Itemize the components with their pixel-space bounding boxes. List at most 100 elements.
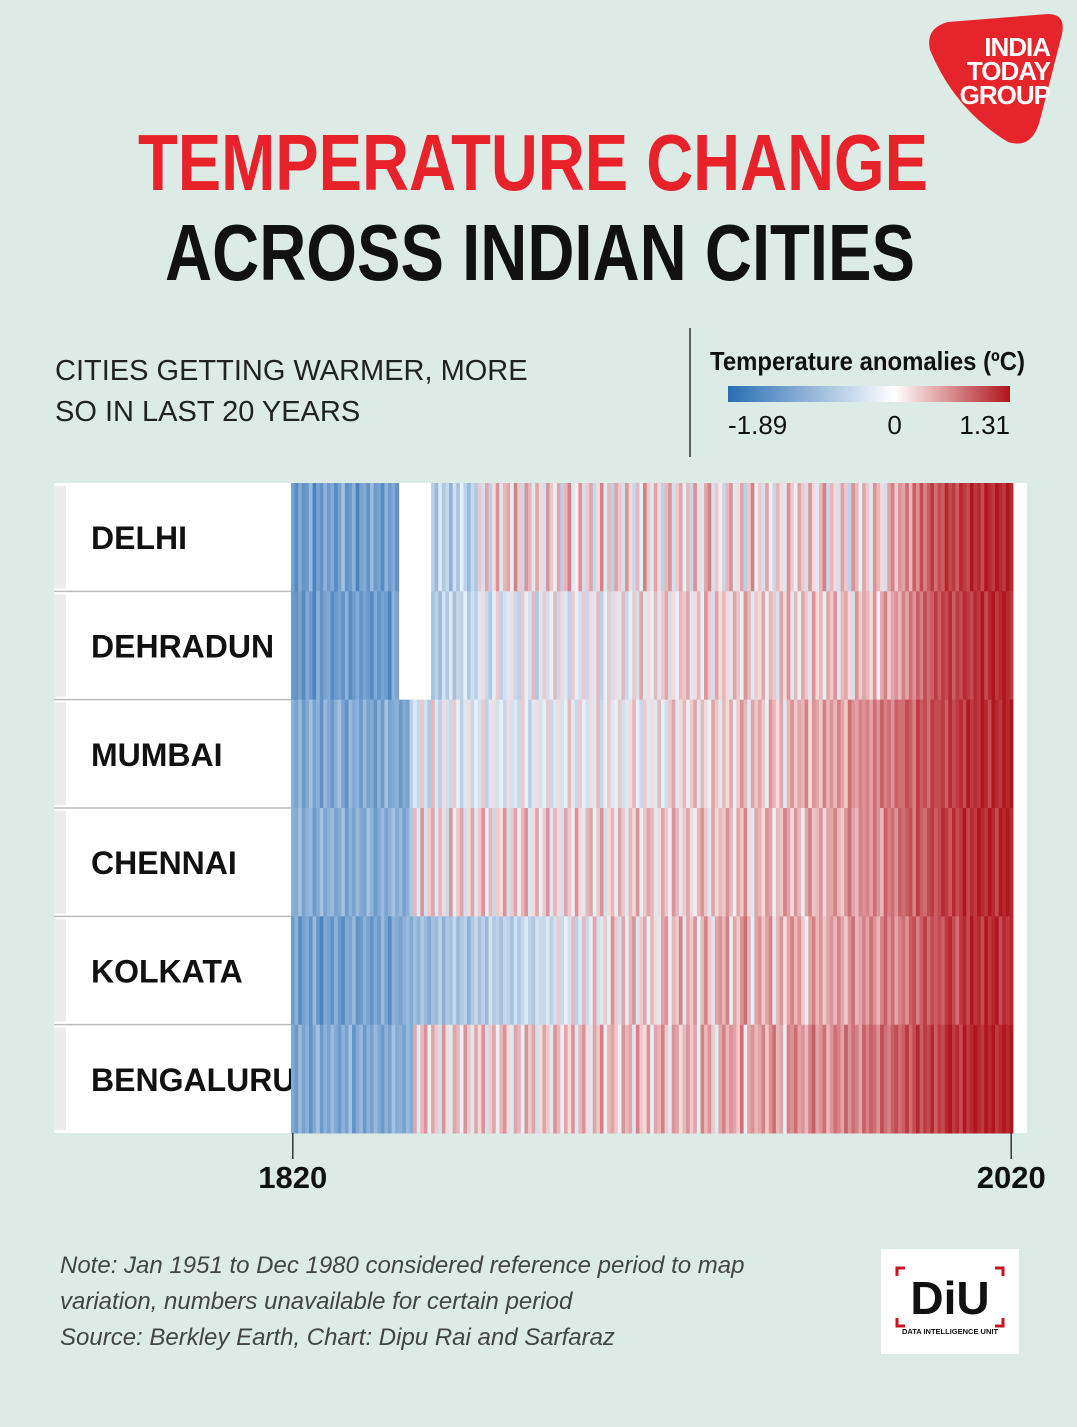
stripe bbox=[517, 699, 522, 809]
stripe bbox=[520, 699, 525, 809]
stripe bbox=[517, 591, 522, 701]
stripe bbox=[844, 916, 849, 1026]
stripe bbox=[531, 808, 536, 917]
stripe bbox=[1002, 916, 1007, 1026]
stripe bbox=[517, 1024, 522, 1134]
stripe bbox=[768, 699, 773, 809]
stripe bbox=[840, 591, 845, 701]
stripe bbox=[467, 1024, 472, 1134]
stripe bbox=[668, 808, 673, 917]
stripe bbox=[528, 483, 533, 592]
stripe bbox=[528, 1024, 533, 1134]
stripe bbox=[405, 916, 410, 1026]
stripe bbox=[836, 591, 841, 701]
stripe bbox=[524, 808, 529, 917]
stripe bbox=[517, 808, 522, 917]
stripe bbox=[391, 1024, 396, 1134]
stripe bbox=[905, 1024, 910, 1134]
stripe bbox=[869, 1024, 874, 1134]
stripe bbox=[937, 808, 942, 917]
stripe bbox=[916, 808, 921, 917]
stripe bbox=[743, 699, 748, 809]
stripe bbox=[919, 483, 924, 592]
stripe bbox=[441, 916, 446, 1026]
stripe bbox=[488, 591, 493, 701]
stripe bbox=[678, 483, 683, 592]
stripe bbox=[556, 1024, 561, 1134]
stripe bbox=[474, 591, 479, 701]
stripe bbox=[610, 916, 615, 1026]
stripe bbox=[826, 1024, 831, 1134]
stripe bbox=[477, 1024, 482, 1134]
stripe bbox=[459, 699, 464, 809]
stripe bbox=[459, 1024, 464, 1134]
stripe bbox=[754, 1024, 759, 1134]
stripe bbox=[912, 483, 917, 592]
stripe bbox=[481, 808, 486, 917]
stripe bbox=[387, 591, 392, 701]
stripe bbox=[625, 591, 630, 701]
stripe bbox=[592, 699, 597, 809]
stripe bbox=[969, 591, 974, 701]
stripe bbox=[298, 699, 303, 809]
stripe bbox=[319, 591, 324, 701]
stripe bbox=[420, 808, 425, 917]
stripe bbox=[334, 808, 339, 917]
stripe bbox=[951, 699, 956, 809]
stripe bbox=[420, 1024, 425, 1134]
stripe bbox=[801, 808, 806, 917]
stripe bbox=[815, 483, 820, 592]
stripe bbox=[420, 699, 425, 809]
stripe bbox=[484, 483, 489, 592]
stripe bbox=[578, 483, 583, 592]
row-label: CHENNAI bbox=[91, 845, 237, 881]
stripe bbox=[675, 699, 680, 809]
stripe bbox=[556, 591, 561, 701]
stripe bbox=[901, 699, 906, 809]
stripe bbox=[305, 483, 310, 592]
stripe bbox=[693, 591, 698, 701]
stripe bbox=[610, 808, 615, 917]
stripe bbox=[308, 916, 313, 1026]
stripe bbox=[880, 483, 885, 592]
stripe bbox=[639, 808, 644, 917]
stripe bbox=[438, 591, 443, 701]
stripe bbox=[761, 1024, 766, 1134]
stripe bbox=[772, 916, 777, 1026]
stripe bbox=[987, 699, 992, 809]
stripe bbox=[625, 699, 630, 809]
stripe bbox=[427, 916, 432, 1026]
stripe bbox=[973, 591, 978, 701]
stripe bbox=[646, 1024, 651, 1134]
stripe bbox=[607, 483, 612, 592]
stripe bbox=[829, 916, 834, 1026]
stripe bbox=[657, 699, 662, 809]
stripe bbox=[617, 916, 622, 1026]
stripe bbox=[747, 699, 752, 809]
stripe bbox=[664, 483, 669, 592]
stripe bbox=[926, 483, 931, 592]
stripe bbox=[912, 591, 917, 701]
stripe bbox=[883, 699, 888, 809]
stripe bbox=[790, 591, 795, 701]
stripe bbox=[370, 591, 375, 701]
stripe bbox=[334, 483, 339, 592]
stripe bbox=[707, 699, 712, 809]
stripe bbox=[650, 591, 655, 701]
stripe bbox=[341, 808, 346, 917]
stripe bbox=[736, 699, 741, 809]
stripe bbox=[933, 1024, 938, 1134]
stripe bbox=[1005, 483, 1010, 592]
stripe bbox=[826, 808, 831, 917]
stripe bbox=[693, 483, 698, 592]
stripe bbox=[872, 916, 877, 1026]
stripe bbox=[596, 808, 601, 917]
stripe bbox=[538, 916, 543, 1026]
stripe bbox=[510, 1024, 515, 1134]
stripe bbox=[725, 699, 730, 809]
stripe bbox=[980, 699, 985, 809]
stripe bbox=[337, 483, 342, 592]
stripe bbox=[387, 1024, 392, 1134]
stripe bbox=[836, 1024, 841, 1134]
stripe bbox=[862, 808, 867, 917]
